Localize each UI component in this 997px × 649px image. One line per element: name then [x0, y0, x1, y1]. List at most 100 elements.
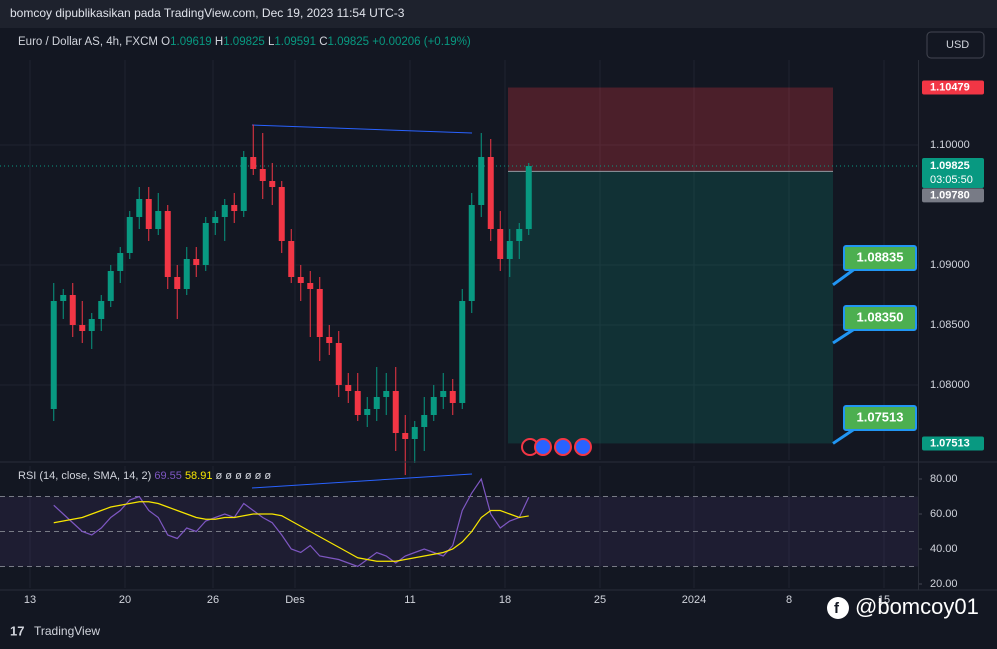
candle-body: [240, 157, 247, 211]
time-label: 18: [499, 594, 511, 606]
time-label: 13: [24, 594, 36, 606]
rsi-tick-label: 40.00: [930, 543, 958, 555]
candle-body: [497, 229, 504, 259]
candle-body: [307, 283, 314, 289]
time-label: 15: [878, 594, 890, 606]
target-zone: [508, 171, 833, 444]
callout-box: [843, 305, 917, 331]
price-tick-label: 1.08000: [930, 379, 970, 391]
candle-body: [354, 391, 361, 415]
last-price-bg: [922, 158, 984, 188]
candle-body: [202, 223, 209, 265]
candle-body: [449, 391, 456, 403]
timer: 03:05:50: [930, 174, 973, 186]
candle-body: [107, 271, 114, 301]
candle-body: [506, 241, 513, 259]
currency-button[interactable]: [926, 31, 985, 59]
candle-body: [345, 385, 352, 391]
rsi-tick-label: 60.00: [930, 508, 958, 520]
candle-body: [79, 325, 86, 331]
price-label: 1.10479: [930, 81, 970, 93]
candle-body: [468, 205, 475, 301]
time-label: 2024: [682, 594, 706, 606]
handle: @bomcoy01: [855, 594, 979, 619]
price-tick-label: 1.08500: [930, 319, 970, 331]
rsi-ma: 58.91: [185, 470, 213, 482]
callout-label: 1.07513: [857, 409, 904, 424]
price-label-bg: [922, 436, 984, 451]
time-label: 20: [119, 594, 131, 606]
candle-body: [326, 337, 333, 343]
time-label: 25: [594, 594, 606, 606]
candle-body: [269, 181, 276, 187]
candle-body: [221, 205, 228, 217]
candle-body: [155, 211, 162, 229]
candle-body: [478, 157, 485, 205]
last-price: 1.09825: [930, 160, 970, 172]
rsi-label: RSI (14, close, SMA, 14, 2): [18, 470, 151, 482]
header-bar: [0, 0, 997, 28]
price-tick-label: 1.10000: [930, 139, 970, 151]
event-icon: [574, 438, 592, 456]
candle-body: [392, 391, 399, 433]
trendline: [251, 124, 473, 134]
published-text: bomcoy dipublikasikan pada TradingView.c…: [10, 6, 405, 20]
facebook-icon: [827, 597, 849, 619]
candle-body: [297, 277, 304, 283]
candle-body: [383, 391, 390, 397]
callout-box: [843, 405, 917, 431]
rsi-line: [53, 477, 530, 568]
price-label-bg: [922, 188, 984, 203]
candle-body: [421, 415, 428, 427]
candle-body: [183, 259, 190, 289]
candle-body: [117, 253, 124, 271]
candle-body: [98, 301, 105, 319]
candle-body: [402, 433, 409, 439]
event-icon: [534, 438, 552, 456]
footer: [0, 615, 997, 649]
candle-body: [373, 397, 380, 409]
candle-body: [364, 409, 371, 415]
o: 1.09619: [170, 36, 212, 48]
candle-body: [525, 166, 532, 229]
candle-body: [278, 187, 285, 241]
candle-body: [126, 217, 133, 253]
rsi-tick-label: 80.00: [930, 473, 958, 485]
candle-body: [145, 199, 152, 229]
candle-body: [88, 319, 95, 331]
currency[interactable]: USD: [946, 39, 969, 51]
rsi-value: 69.55: [154, 470, 182, 482]
price-pane: 13 20 26 Des 11 18 25 2024 8 15 1.10000 1.09000 1.08…: [0, 60, 984, 606]
rsi-extra: ø ø ø ø ø ø: [216, 470, 272, 482]
c: 1.09825: [328, 36, 370, 48]
candle-body: [316, 289, 323, 337]
candle-body: [487, 157, 494, 229]
symbol: Euro / Dollar AS, 4h, FXCM: [18, 36, 158, 48]
l: 1.09591: [274, 36, 316, 48]
event-icon: [554, 438, 572, 456]
candle-body: [516, 229, 523, 241]
trendline: [251, 473, 473, 489]
time-label: 26: [207, 594, 219, 606]
legend: Euro / Dollar AS, 4h, FXCM O1.09619 H1.0…: [18, 36, 471, 48]
candle-body: [174, 277, 181, 289]
callout-box: [843, 245, 917, 271]
h: 1.09825: [223, 36, 265, 48]
time-label: 11: [404, 594, 415, 606]
candle-body: [259, 169, 266, 181]
candle-body: [231, 205, 238, 211]
rsi-ma-line: [53, 501, 529, 562]
candle-body: [212, 217, 219, 223]
candle-body: [411, 427, 418, 439]
h-label: H: [215, 36, 223, 48]
c-label: C: [319, 36, 327, 48]
price-label: 1.09780: [930, 189, 970, 201]
o-label: O: [161, 36, 170, 48]
candle-body: [60, 295, 67, 301]
callout-label: 1.08835: [857, 249, 904, 264]
l-label: L: [268, 36, 275, 48]
candle-body: [50, 301, 57, 409]
candle-body: [459, 301, 466, 403]
price-label-bg: [922, 80, 984, 95]
